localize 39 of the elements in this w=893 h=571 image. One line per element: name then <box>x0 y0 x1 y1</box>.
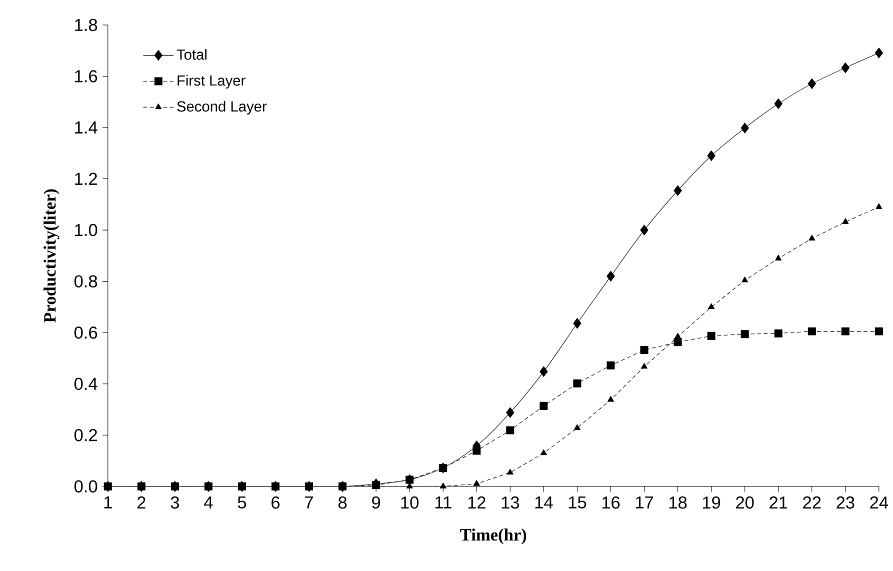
y-tick-label: 0.0 <box>74 480 98 492</box>
x-tick-label: 24 <box>870 496 888 508</box>
x-tick-label: 13 <box>502 496 520 509</box>
y-tick-label: 0.8 <box>74 275 98 288</box>
x-tick-label: 1 <box>104 496 112 508</box>
x-tick-label: 22 <box>803 496 821 508</box>
y-axis-title: Productivity(liter) <box>44 189 60 322</box>
x-tick-label: 8 <box>338 496 347 509</box>
x-tick-label: 23 <box>836 496 854 509</box>
x-tick-label: 2 <box>137 496 146 508</box>
x-tick-label: 3 <box>170 496 179 509</box>
x-tick-label: 16 <box>602 496 620 509</box>
y-tick-label: 0.2 <box>74 428 97 442</box>
legend-label: First Layer <box>178 74 246 88</box>
x-axis-title: Time(hr) <box>460 528 526 544</box>
legend-label: Total <box>176 48 206 60</box>
y-tick-label: 1.2 <box>75 172 97 185</box>
x-tick-label: 4 <box>204 496 213 508</box>
x-tick-label: 7 <box>305 496 313 508</box>
x-tick-label: 21 <box>770 496 788 508</box>
x-tick-label: 5 <box>238 496 246 508</box>
y-tick-label: 0.4 <box>74 378 98 390</box>
x-tick-label: 9 <box>372 496 380 509</box>
y-tick-label: 1.0 <box>75 224 98 236</box>
x-tick-label: 18 <box>669 496 687 509</box>
x-tick-label: 14 <box>535 496 553 508</box>
x-tick-label: 11 <box>435 496 452 508</box>
x-tick-label: 6 <box>272 496 280 509</box>
x-tick-label: 20 <box>736 496 754 509</box>
x-tick-label: 15 <box>568 496 586 508</box>
x-tick-label: 17 <box>636 496 654 508</box>
y-tick-label: 1.8 <box>75 18 98 31</box>
legend-label: Second Layer <box>177 100 267 114</box>
y-tick-label: 1.6 <box>75 70 98 82</box>
x-tick-label: 12 <box>468 496 486 508</box>
y-tick-label: 1.4 <box>75 121 98 134</box>
x-tick-label: 10 <box>401 496 419 509</box>
x-tick-label: 19 <box>702 496 720 509</box>
y-tick-label: 0.6 <box>74 326 98 339</box>
